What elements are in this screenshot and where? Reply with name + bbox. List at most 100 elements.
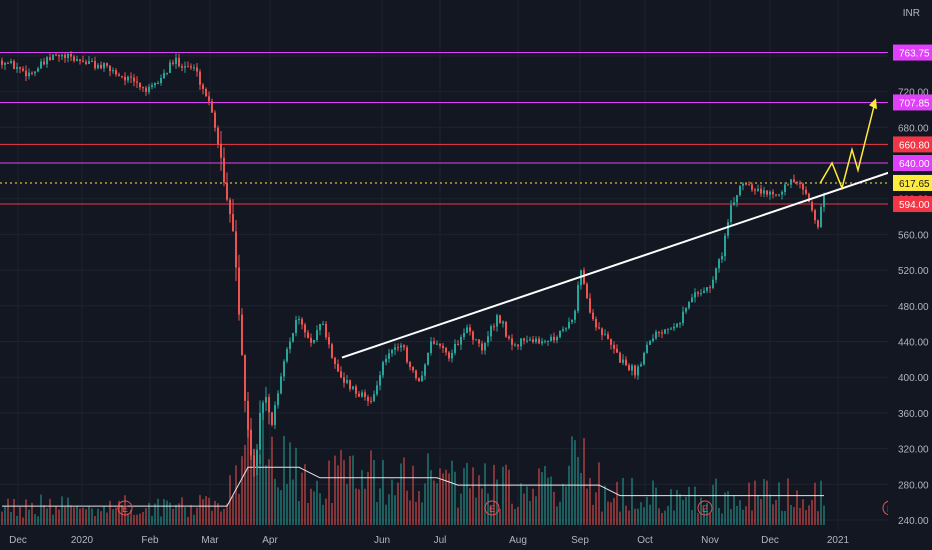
candle-body (82, 60, 84, 62)
earnings-marker[interactable] (117, 500, 133, 516)
volume-bar (280, 490, 282, 525)
volume-bar (190, 505, 192, 525)
candle-body (589, 298, 591, 313)
volume-bar (610, 502, 612, 525)
candle-body (124, 76, 126, 81)
volume-bar (52, 514, 54, 525)
time-tick-label: Dec (9, 535, 27, 546)
volume-bar (301, 472, 303, 525)
event-markers[interactable]: EEEE (117, 500, 898, 516)
candle-body (463, 332, 465, 338)
candle-body (328, 337, 330, 345)
candle-body (652, 338, 654, 341)
candle-body (310, 337, 312, 343)
candle-body (586, 283, 588, 299)
volume-bar (490, 506, 492, 525)
volume-bar (124, 495, 126, 525)
volume-bar (643, 507, 645, 525)
volume-bar (469, 488, 471, 525)
candle-body (382, 362, 384, 376)
candle-body (268, 396, 270, 413)
volume-bar (37, 516, 39, 525)
candle-body (190, 66, 192, 68)
earnings-marker[interactable] (697, 500, 713, 516)
volume-bar (139, 513, 141, 525)
volume-bar (346, 484, 348, 525)
candle-body (16, 67, 18, 69)
candle-body (400, 345, 402, 348)
volume-bar (244, 444, 246, 525)
time-axis[interactable]: Dec 2020 Feb Mar Apr Jun Jul Aug Sep Oct Nov Dec 202… (9, 535, 849, 546)
candle-body (355, 386, 357, 394)
volume-bar (148, 502, 150, 525)
volume-bar (310, 488, 312, 525)
volume-bar (547, 477, 549, 525)
volume-bar (439, 468, 441, 525)
candle-body (592, 312, 594, 320)
price-tick-label: 520.00 (898, 266, 929, 277)
volume-bar (778, 482, 780, 525)
volume-bar (460, 493, 462, 525)
volume-bar (91, 508, 93, 525)
volume-bar (262, 410, 264, 525)
volume-bar (256, 453, 258, 525)
volume-bar (601, 511, 603, 525)
volume-bar (97, 508, 99, 525)
volume-bar (271, 436, 273, 525)
projection-arrow[interactable] (819, 102, 876, 191)
candle-body (373, 394, 375, 402)
volume-bar (298, 501, 300, 525)
volume-bar (739, 500, 741, 525)
candle-body (484, 342, 486, 351)
candle-body (640, 364, 642, 367)
volume-bar (523, 493, 525, 525)
volume-bar (49, 498, 51, 525)
price-tick-label: 240.00 (898, 516, 929, 527)
candle-body (817, 220, 819, 228)
earnings-marker-label: E (489, 504, 495, 514)
candle-body (136, 81, 138, 83)
volume-bar (406, 490, 408, 525)
candle-body (37, 68, 39, 72)
volume-bar (766, 480, 768, 525)
candle-body (814, 210, 816, 221)
candle-body (700, 293, 702, 295)
volume-bar (544, 465, 546, 525)
candle-body (307, 332, 309, 338)
candle-body (361, 392, 363, 397)
candle-body (397, 347, 399, 349)
candle-body (667, 328, 669, 330)
projection-arrowhead (869, 98, 877, 110)
candle-body (118, 74, 120, 76)
candle-body (208, 96, 210, 102)
candle-body (154, 83, 156, 86)
candle-body (577, 285, 579, 311)
candle-body (622, 359, 624, 363)
candle-body (376, 385, 378, 395)
level-badge (893, 196, 932, 213)
volume-bar (625, 505, 627, 525)
candle-body (106, 63, 108, 66)
candle-body (460, 337, 462, 345)
candle-body (685, 307, 687, 312)
candle-body (196, 67, 198, 72)
candle-body (265, 396, 267, 403)
candle-body (595, 319, 597, 328)
volume-bar (352, 455, 354, 525)
candle-body (112, 70, 114, 72)
candle-body (721, 256, 723, 260)
volume-bar (646, 496, 648, 525)
price-tick-label: 680.00 (898, 123, 929, 134)
candle-body (811, 202, 813, 211)
candle-body (304, 324, 306, 333)
candle-body (733, 202, 735, 206)
candle-body (709, 287, 711, 289)
volume-bar (811, 499, 813, 525)
trendline[interactable] (341, 159, 926, 359)
earnings-marker[interactable] (484, 500, 500, 516)
volume-bar (664, 510, 666, 525)
candle-body (25, 70, 27, 77)
volume-bar (679, 493, 681, 525)
candle-body (391, 349, 393, 354)
